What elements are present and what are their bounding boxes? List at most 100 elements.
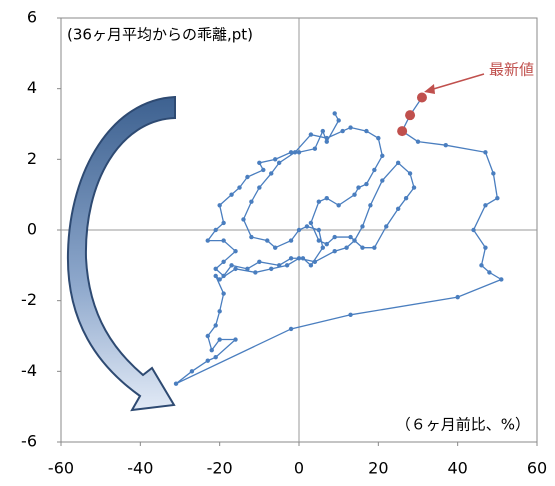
data-point [217,277,221,281]
data-point [214,274,218,278]
latest-point [405,110,415,120]
data-point [325,136,329,140]
data-point [408,171,412,175]
data-point [380,178,384,182]
data-point [333,111,337,115]
y-tick-label: 0 [27,220,37,239]
data-point [245,267,249,271]
data-point [277,263,281,267]
x-tick-label: 0 [294,459,304,478]
data-point [174,382,178,386]
data-point [471,228,475,232]
data-point [289,327,293,331]
y-tick-label: 4 [27,78,37,97]
x-axis-label: （６ヶ月前比、%） [396,416,530,434]
y-tick-label: 6 [27,8,37,27]
data-point [214,228,218,232]
y-tick-label: -4 [21,361,37,380]
data-point [340,129,344,133]
latest-label: 最新値 [489,61,534,79]
data-point [297,228,301,232]
data-point [249,200,253,204]
data-point [257,260,261,264]
data-point [273,157,277,161]
data-point [293,150,297,154]
data-point [360,224,364,228]
x-tick-label: -20 [207,459,233,478]
x-tick-label: 40 [447,459,467,478]
data-point [277,161,281,165]
data-point [444,143,448,147]
data-point [384,224,388,228]
data-point [297,150,301,154]
data-point [321,129,325,133]
data-point [241,217,245,221]
data-point [313,147,317,151]
data-point [265,238,269,242]
data-point [499,277,503,281]
data-point [483,203,487,207]
data-point [372,168,376,172]
data-point [237,185,241,189]
y-tick-label: 2 [27,149,37,168]
data-point [491,171,495,175]
y-tick-label: -6 [21,432,37,451]
data-point [376,136,380,140]
pointer-arrowhead [424,84,435,94]
data-point [336,203,340,207]
data-point [333,235,337,239]
data-point [253,270,257,274]
data-point [289,256,293,260]
data-point [221,274,225,278]
data-point [317,228,321,232]
data-point [289,150,293,154]
data-point [221,260,225,264]
data-point [210,348,214,352]
data-point [404,196,408,200]
data-point [317,200,321,204]
data-point [325,196,329,200]
data-point [317,238,321,242]
data-point [479,263,483,267]
data-point [214,323,218,327]
data-point [495,196,499,200]
data-point [217,203,221,207]
data-point [412,185,416,189]
data-point [221,238,225,242]
data-point [214,355,218,359]
data-point [336,118,340,122]
data-point [206,334,210,338]
data-point [364,182,368,186]
data-point [305,224,309,228]
data-point [249,235,253,239]
data-point [348,313,352,317]
data-point [289,238,293,242]
data-point [269,171,273,175]
x-tick-label: 20 [368,459,388,478]
data-point [483,150,487,154]
data-point [348,125,352,129]
data-point [269,267,273,271]
data-point [487,270,491,274]
data-point [245,175,249,179]
data-point [217,337,221,341]
data-point [416,139,420,143]
data-point [221,221,225,225]
data-point [190,369,194,373]
data-point [321,245,325,249]
data-point [396,161,400,165]
data-point [257,185,261,189]
data-point [455,295,459,299]
data-point [396,207,400,211]
x-tick-label: -40 [127,459,153,478]
data-point [309,132,313,136]
data-point [261,168,265,172]
data-point [309,221,313,225]
data-point [221,291,225,295]
data-point [233,249,237,253]
data-point [356,185,360,189]
latest-point [417,93,427,103]
data-point [325,242,329,246]
trajectory-line [176,113,501,383]
data-point [344,245,348,249]
